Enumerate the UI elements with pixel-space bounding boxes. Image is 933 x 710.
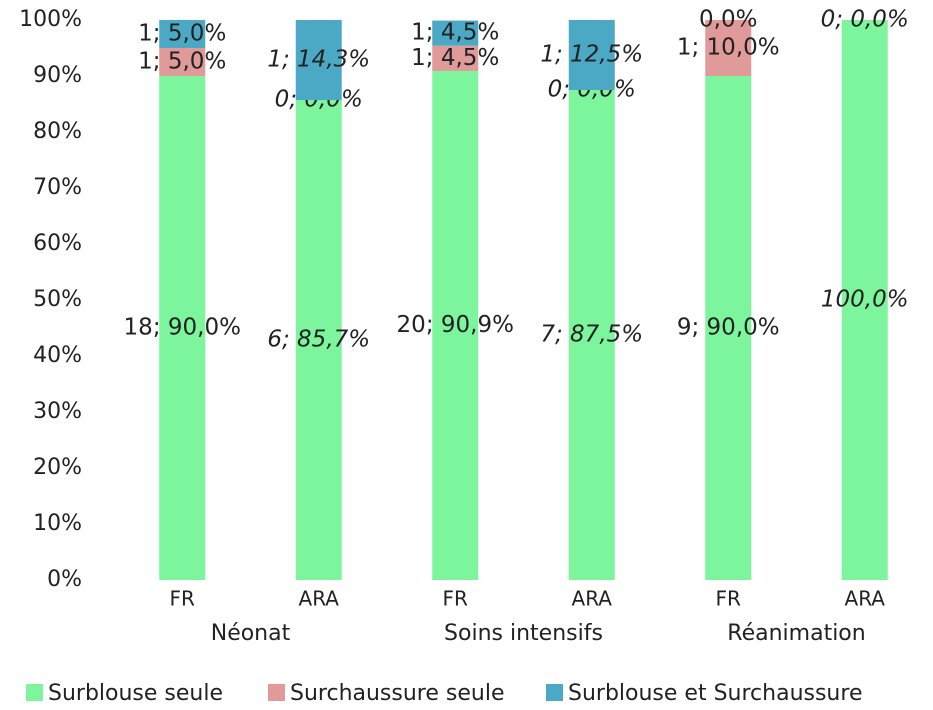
bar-segment	[159, 48, 206, 76]
x-tick-label: FR	[170, 587, 196, 611]
bar-segment	[432, 70, 479, 581]
bar-segment	[159, 76, 206, 580]
data-label: 1; 5,0%	[138, 49, 226, 75]
legend-swatch	[26, 684, 43, 701]
y-tick-label: 70%	[33, 175, 82, 200]
x-tick-label: FR	[443, 587, 469, 611]
bar-segment	[568, 90, 615, 580]
legend-label: Surblouse et Surchaussure	[568, 681, 862, 706]
legend-label: Surblouse seule	[48, 681, 223, 706]
y-tick-label: 30%	[33, 399, 82, 424]
bar-segment	[159, 20, 206, 48]
data-label: 20; 90,9%	[397, 312, 514, 338]
x-tick-label: ARA	[299, 587, 340, 611]
y-tick-label: 40%	[33, 343, 82, 368]
data-label: 1; 4,5%	[411, 20, 499, 46]
x-tick-label: FR	[716, 587, 742, 611]
bar-segment	[432, 20, 479, 46]
y-tick-label: 0%	[47, 567, 82, 592]
x-tick-label: ARA	[572, 587, 613, 611]
y-tick-label: 60%	[33, 231, 82, 256]
legend-label: Surchaussure seule	[290, 681, 504, 706]
data-label: 1; 14,3%	[267, 47, 370, 73]
data-label: 100,0%	[821, 287, 909, 313]
data-label: 6; 85,7%	[267, 327, 370, 353]
legend-swatch	[546, 684, 563, 701]
group-label: Néonat	[211, 621, 291, 646]
bar-segment	[432, 45, 479, 71]
bar-segment	[705, 20, 752, 76]
bar-segment	[705, 76, 752, 580]
y-tick-label: 90%	[33, 63, 82, 88]
data-label: 0,0%	[699, 7, 757, 33]
data-label: 1; 12,5%	[540, 42, 643, 68]
group-label: Soins intensifs	[444, 621, 603, 646]
data-label: 7; 87,5%	[540, 322, 643, 348]
data-label: 1; 4,5%	[411, 45, 499, 71]
data-label: 1; 5,0%	[138, 21, 226, 47]
data-label: 1; 10,0%	[677, 35, 780, 61]
legend-swatch	[268, 684, 285, 701]
y-tick-label: 100%	[19, 7, 82, 32]
x-tick-label: ARA	[845, 587, 886, 611]
y-tick-label: 10%	[33, 511, 82, 536]
data-label: 9; 90,0%	[677, 315, 780, 341]
y-tick-label: 80%	[33, 119, 82, 144]
y-tick-label: 50%	[33, 287, 82, 312]
bar-segment	[841, 20, 888, 580]
bar-segment	[568, 20, 615, 90]
y-tick-label: 20%	[33, 455, 82, 480]
data-label: 0; 0,0%	[821, 7, 909, 33]
bar-segment	[295, 100, 342, 580]
group-label: Réanimation	[727, 621, 865, 646]
bar-segment	[295, 20, 342, 101]
data-label: 18; 90,0%	[124, 315, 241, 341]
